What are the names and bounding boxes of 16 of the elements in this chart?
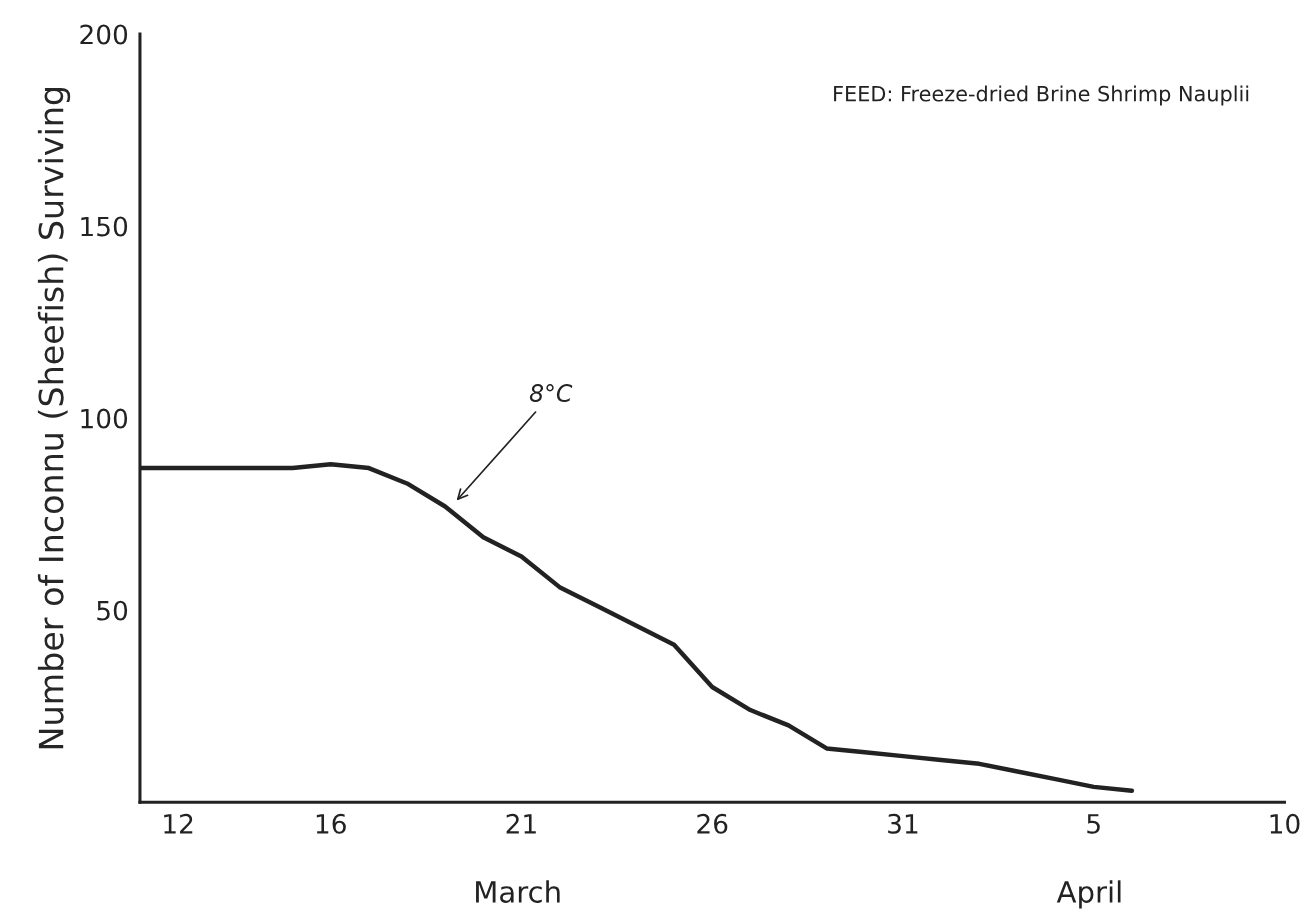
x-tick-label: 5 bbox=[1087, 814, 1100, 834]
annotation: 8°C bbox=[529, 384, 573, 402]
annotation: FEED: Freeze-dried Brine Shrimp Nauplii bbox=[834, 85, 1249, 106]
x-tick-label: 10 bbox=[1270, 813, 1300, 834]
x-tick-label: 21 bbox=[506, 813, 536, 834]
x-tick-label: 12 bbox=[164, 813, 193, 834]
y-tick-label: 100 bbox=[81, 408, 128, 429]
y-axis-title: Number of Inconnu (Sheefish) Surviving bbox=[37, 87, 71, 749]
text: March bbox=[476, 880, 560, 903]
y-tick-label: 150 bbox=[81, 216, 128, 237]
y-tick-label: 200 bbox=[80, 24, 128, 45]
x-tick-label: 31 bbox=[888, 813, 918, 834]
text: April bbox=[1056, 880, 1121, 909]
y-tick-label: 50 bbox=[97, 600, 128, 621]
x-tick-label: 26 bbox=[697, 813, 728, 834]
x-tick-label: 16 bbox=[316, 813, 346, 834]
